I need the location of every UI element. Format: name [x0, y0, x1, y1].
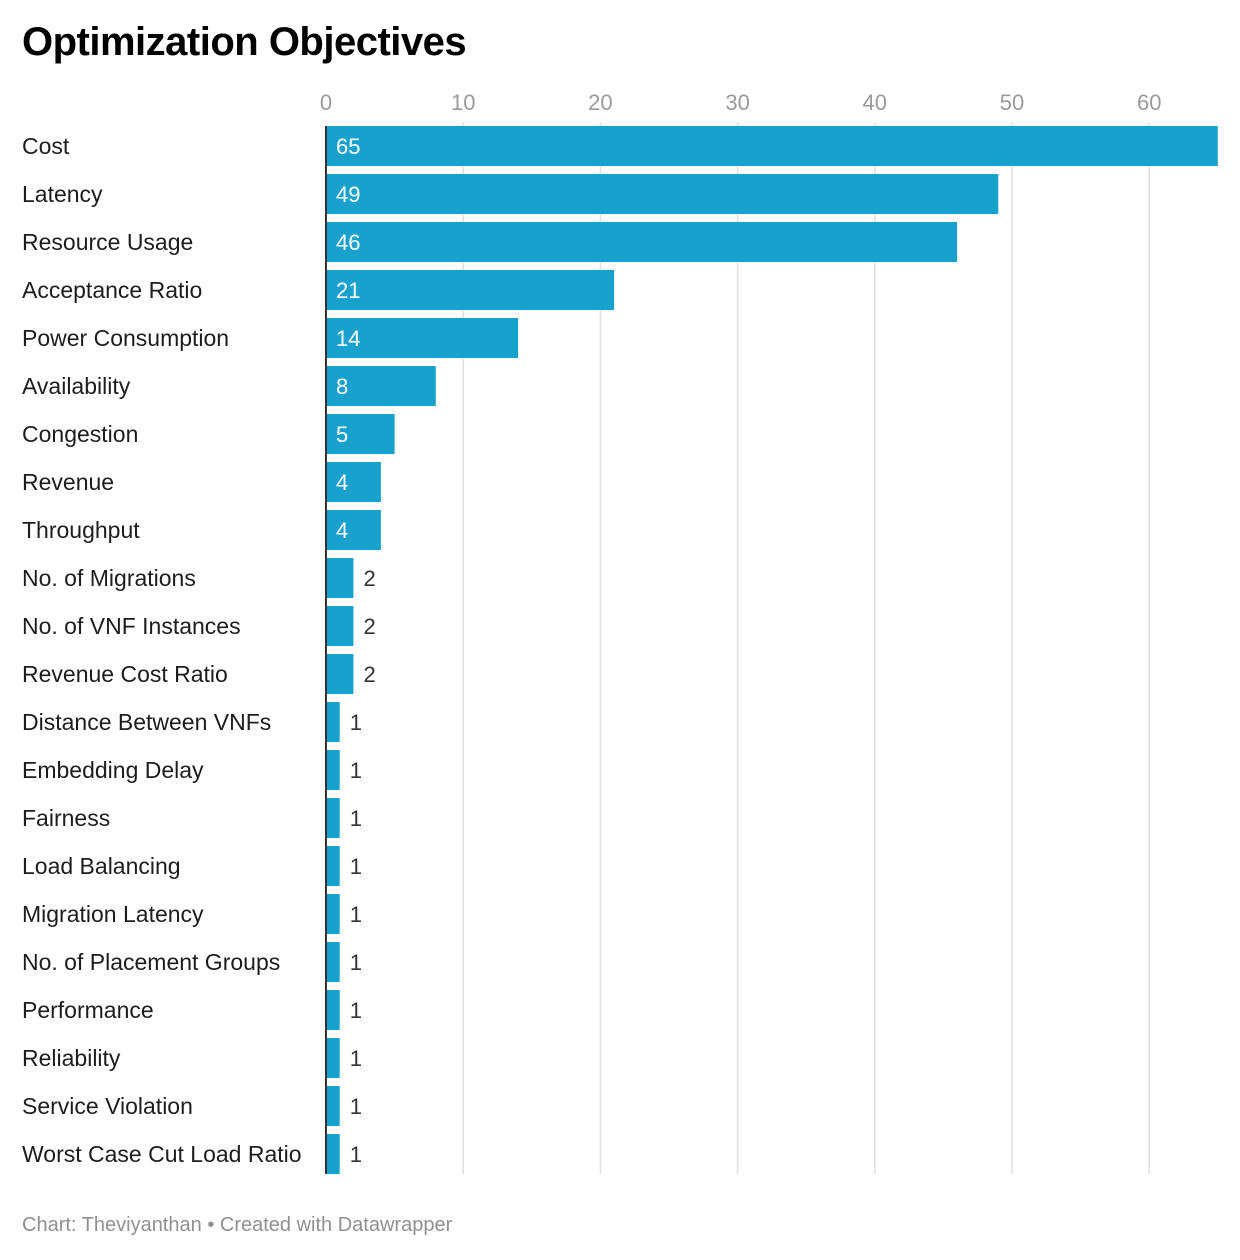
bar [326, 270, 615, 310]
category-label: Power Consumption [22, 325, 229, 351]
x-tick-label: 40 [863, 90, 887, 115]
x-tick-label: 50 [1000, 90, 1024, 115]
category-label: Service Violation [22, 1093, 193, 1119]
x-tick-label: 20 [588, 90, 612, 115]
x-tick-label: 60 [1137, 90, 1161, 115]
bar [326, 702, 340, 742]
bar-value-label: 1 [350, 854, 362, 879]
bar-value-label: 1 [350, 902, 362, 927]
bar-value-label: 1 [350, 806, 362, 831]
bar-value-label: 2 [363, 614, 375, 639]
bar [326, 750, 340, 790]
category-label: Cost [22, 133, 70, 159]
category-label: Reliability [22, 1045, 121, 1071]
category-label: Performance [22, 997, 154, 1023]
bar [326, 606, 354, 646]
bar-value-label: 49 [336, 182, 360, 207]
category-label: Throughput [22, 517, 140, 543]
bar [326, 414, 395, 454]
bar [326, 318, 519, 358]
bar-value-label: 8 [336, 374, 348, 399]
category-label: Revenue [22, 469, 114, 495]
bar [326, 1134, 340, 1174]
bar [326, 990, 340, 1030]
bar [326, 894, 340, 934]
bar [326, 510, 381, 550]
bar-value-label: 14 [336, 326, 360, 351]
x-tick-label: 10 [451, 90, 475, 115]
bar [326, 942, 340, 982]
category-label: Worst Case Cut Load Ratio [22, 1141, 302, 1167]
footer-credit: Created with Datawrapper [219, 1214, 453, 1236]
category-label: Availability [22, 373, 131, 399]
bar-value-label: 1 [350, 758, 362, 783]
category-label: No. of Placement Groups [22, 949, 280, 975]
chart-footer: Chart: Theviyanthan • Created with Dataw… [22, 1214, 452, 1237]
bar-value-label: 2 [363, 662, 375, 687]
chart-title: Optimization Objectives [22, 20, 467, 64]
category-label: Congestion [22, 421, 138, 447]
bar-value-label: 4 [336, 518, 348, 543]
bar [326, 558, 354, 598]
bar-value-label: 46 [336, 230, 360, 255]
bar [326, 798, 340, 838]
bar-value-label: 65 [336, 134, 360, 159]
bar-value-label: 2 [363, 566, 375, 591]
bar [326, 462, 381, 502]
category-label: Embedding Delay [22, 757, 204, 783]
bar [326, 654, 354, 694]
bar-value-label: 1 [350, 1142, 362, 1167]
x-tick-label: 30 [725, 90, 749, 115]
bar [326, 126, 1218, 166]
bar-value-label: 1 [350, 1094, 362, 1119]
category-label: No. of Migrations [22, 565, 196, 591]
category-label: Revenue Cost Ratio [22, 661, 228, 687]
footer-source: Chart: Theviyanthan [22, 1214, 202, 1236]
bar [326, 846, 340, 886]
bar-value-label: 21 [336, 278, 360, 303]
bar-value-label: 1 [350, 950, 362, 975]
bar [326, 1086, 340, 1126]
bar-value-label: 1 [350, 1046, 362, 1071]
bar [326, 222, 958, 262]
footer-separator: • [207, 1214, 215, 1236]
category-label: Resource Usage [22, 229, 193, 255]
bar-value-label: 5 [336, 422, 348, 447]
category-label: Fairness [22, 805, 110, 831]
bar [326, 174, 999, 214]
category-label: Distance Between VNFs [22, 709, 271, 735]
bar-value-label: 1 [350, 998, 362, 1023]
category-label: Acceptance Ratio [22, 277, 202, 303]
category-label: Load Balancing [22, 853, 181, 879]
category-label: Migration Latency [22, 901, 204, 927]
x-tick-label: 0 [320, 90, 332, 115]
bar [326, 1038, 340, 1078]
bar-value-label: 4 [336, 470, 348, 495]
bar [326, 366, 436, 406]
bar-value-label: 1 [350, 710, 362, 735]
category-label: Latency [22, 181, 103, 207]
category-label: No. of VNF Instances [22, 613, 241, 639]
